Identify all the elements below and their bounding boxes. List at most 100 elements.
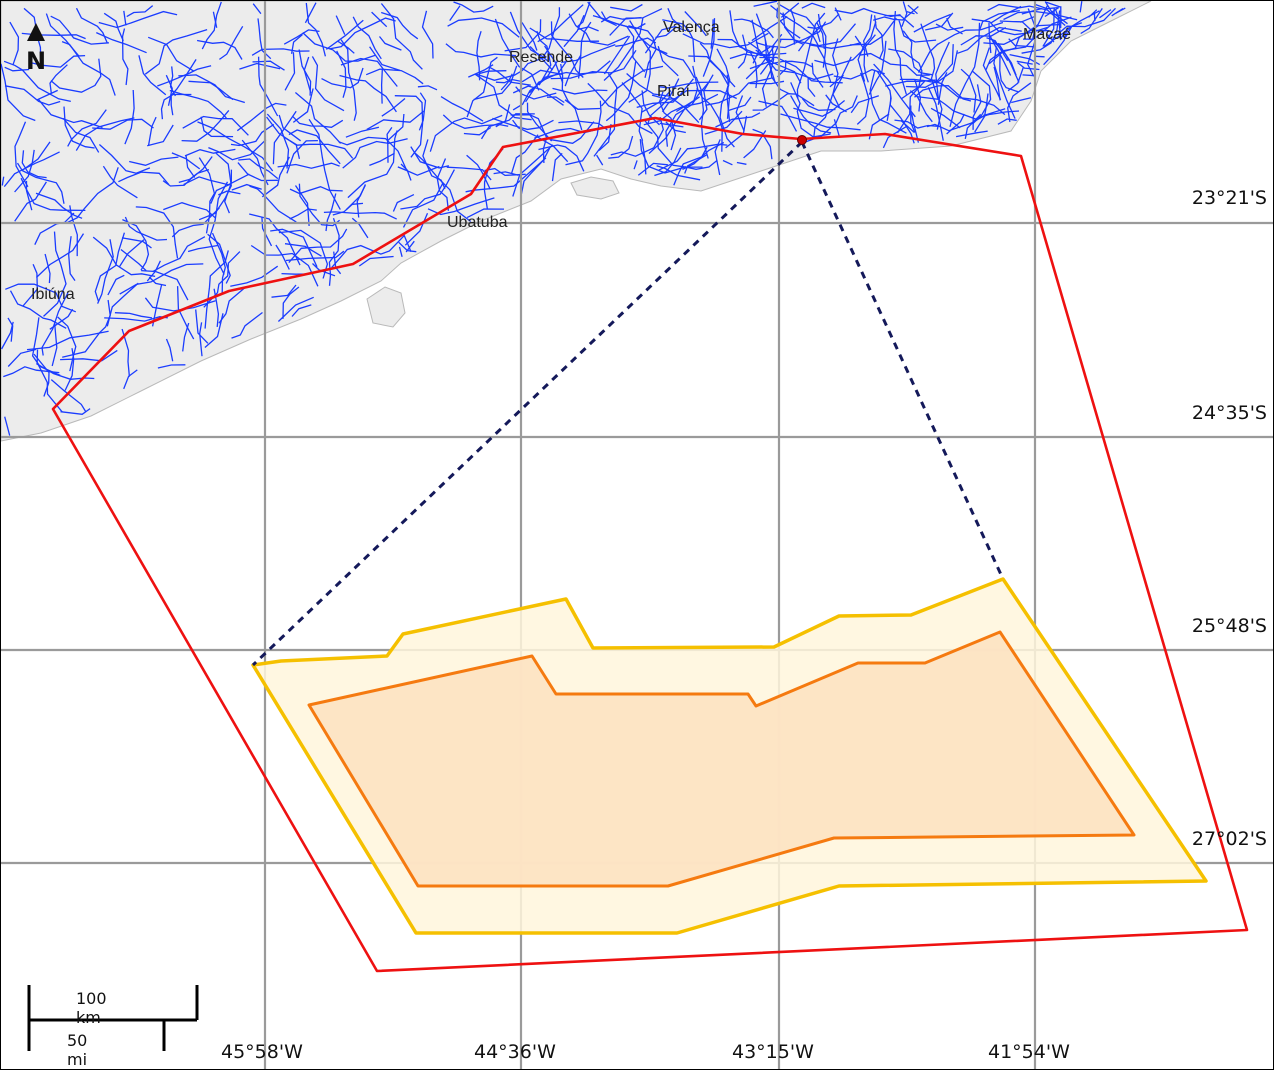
river-segment — [92, 236, 156, 278]
river-segment — [893, 11, 908, 95]
river-segment — [504, 19, 542, 52]
river-segment — [935, 41, 950, 130]
city-label-pirai[interactable]: Piraí — [657, 83, 690, 100]
river-segment — [1111, 7, 1124, 17]
landmass — [1, 1, 1152, 442]
river-segment — [633, 160, 638, 170]
river-segment — [288, 228, 348, 264]
river-segment — [147, 116, 157, 146]
river-segment — [230, 265, 279, 287]
river-segment — [9, 21, 20, 66]
river-segment — [910, 105, 916, 133]
river-segment — [195, 309, 209, 344]
river-segment — [211, 232, 226, 293]
river-segment — [735, 95, 745, 132]
river-segment — [1016, 60, 1033, 65]
river-segment — [371, 11, 388, 28]
island — [570, 176, 620, 200]
river-segment — [494, 18, 540, 91]
river-segment — [323, 211, 397, 220]
river-segment — [644, 119, 703, 168]
river-segment — [577, 26, 599, 32]
river-segment — [176, 286, 195, 340]
river-segment — [160, 93, 192, 120]
river-segment — [1054, 8, 1062, 41]
river-segment — [988, 22, 992, 54]
river-segment — [335, 15, 346, 35]
river-segment — [102, 165, 138, 199]
river-segment — [615, 37, 657, 47]
river-segment — [510, 114, 548, 164]
river-segment — [308, 118, 341, 210]
river-segment — [119, 263, 204, 295]
river-segment — [834, 7, 901, 18]
river-segment — [999, 54, 1019, 93]
river-segment — [592, 14, 646, 30]
river-segment — [652, 46, 695, 79]
river-segment — [626, 73, 700, 124]
river-segment — [722, 159, 733, 166]
river-segment — [204, 250, 229, 329]
scale-label-mi: 50 mi — [67, 1031, 88, 1069]
river-segment — [873, 6, 919, 21]
river-segment — [644, 25, 687, 54]
river-segment — [684, 154, 708, 174]
river-segment — [990, 5, 1022, 24]
river-segment — [49, 64, 68, 94]
river-segment — [183, 173, 250, 186]
river-segment — [121, 328, 131, 377]
river-segment — [850, 95, 880, 114]
origin-point[interactable] — [797, 135, 807, 145]
river-segment — [63, 106, 95, 149]
river-segment — [107, 274, 125, 296]
city-label-valenca[interactable]: Valença — [663, 19, 720, 36]
boundary-polygon[interactable] — [51, 116, 1249, 973]
river-segment — [935, 23, 964, 31]
river-segment — [298, 183, 341, 227]
river-segment — [729, 46, 771, 60]
river-segment — [114, 312, 153, 319]
river-segment — [284, 243, 322, 257]
river-segment — [565, 100, 602, 166]
river-segment — [629, 20, 668, 55]
river-segment — [289, 208, 317, 220]
city-label-resende[interactable]: Resende — [509, 49, 574, 66]
river-segment — [603, 17, 644, 81]
river-segment — [605, 61, 637, 122]
river-segment — [999, 20, 1050, 32]
river-segment — [568, 13, 592, 43]
river-segment — [436, 158, 450, 211]
river-segment — [1057, 7, 1116, 35]
river-segment — [576, 1, 591, 28]
connector-lines — [251, 140, 1005, 667]
river-segment — [628, 37, 651, 103]
river-segment — [126, 5, 154, 18]
river-segment — [782, 12, 804, 45]
river-segment — [422, 139, 446, 190]
river-segment — [960, 27, 1007, 46]
river-segment — [144, 297, 216, 312]
river-segment — [271, 284, 297, 298]
river-segment — [636, 78, 694, 109]
inner-area-polygon[interactable] — [307, 630, 1136, 888]
river-segment — [946, 113, 965, 135]
river-segment — [862, 14, 873, 57]
lon-label: 41°54'W — [988, 1041, 1070, 1063]
river-segment — [637, 162, 668, 176]
city-label-ibiuna[interactable]: Ibiúna — [31, 286, 75, 303]
river-segment — [446, 166, 492, 181]
river-segment — [219, 25, 244, 60]
river-segment — [337, 40, 355, 54]
river-segment — [336, 50, 347, 98]
river-segment — [122, 219, 150, 271]
river-segment — [993, 66, 1001, 101]
city-label-macae[interactable]: Macaé — [1023, 26, 1072, 43]
river-segment — [257, 56, 279, 117]
city-label-ubatuba[interactable]: Ubatuba — [447, 214, 508, 231]
river-segment — [151, 284, 163, 327]
river-segment — [814, 34, 876, 67]
river-segment — [686, 159, 718, 170]
river-segment — [509, 11, 550, 63]
